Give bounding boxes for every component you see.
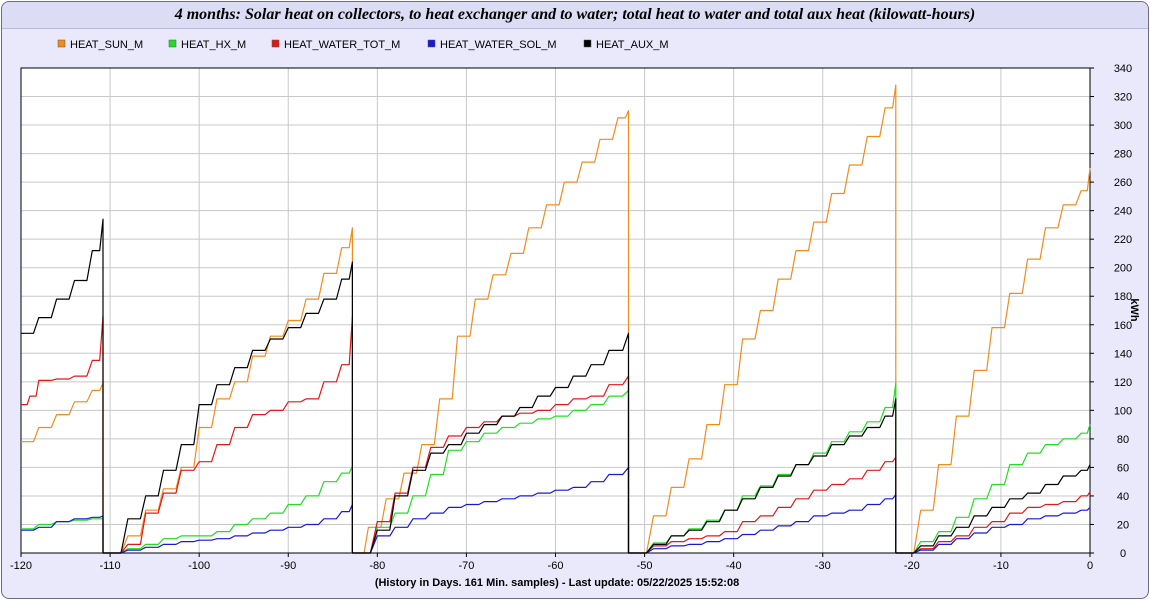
y-tick-label: 220 [1114,234,1132,246]
plot-border [20,67,1091,554]
legend-swatch [583,39,592,48]
x-tick-label: -40 [726,560,742,572]
x-tick-label: -60 [548,560,564,572]
x-tick-label: -50 [637,560,653,572]
legend-item: HEAT_WATER_TOT_M [271,39,400,51]
y-tick-label: 60 [1117,462,1129,474]
series-heat-aux-m [21,218,1091,554]
x-tick-label: -70 [458,560,474,572]
x-tick-label: -100 [188,560,210,572]
y-tick-label: 300 [1114,120,1132,132]
y-tick-label: 200 [1114,263,1132,275]
legend-label: HEAT_HX_M [181,39,246,51]
x-axis-title: (History in Days. 161 Min. samples) - La… [375,577,739,589]
x-tick-label: 0 [1087,560,1093,572]
y-tick-label: 280 [1114,149,1132,161]
x-tick-label: -10 [993,560,1009,572]
x-tick-label: -90 [280,560,296,572]
legend-label: HEAT_SUN_M [70,39,143,51]
legend-label: HEAT_WATER_SOL_M [440,39,557,51]
y-tick-label: 180 [1114,291,1132,303]
legend-item: HEAT_AUX_M [583,39,669,51]
y-tick-label: 100 [1114,405,1132,417]
legend-swatch [271,39,280,48]
y-tick-label: 20 [1117,519,1129,531]
y-tick-label: 80 [1117,434,1129,446]
x-tick-label: -30 [815,560,831,572]
x-tick-label: -110 [99,560,120,572]
series-line [21,218,1091,554]
y-tick-label: 140 [1114,348,1132,360]
legend-swatch [168,39,177,48]
chart-title: 4 months: Solar heat on collectors, to h… [174,6,976,23]
y-tick-label: 0 [1120,548,1126,560]
y-tick-label: 40 [1117,491,1129,503]
legend-item: HEAT_HX_M [168,39,246,51]
legend-label: HEAT_WATER_TOT_M [284,39,400,51]
legend-item: HEAT_WATER_SOL_M [427,39,557,51]
legend-label: HEAT_AUX_M [596,39,669,51]
legend-item: HEAT_SUN_M [57,39,143,51]
x-tick-label: -120 [10,560,32,572]
legend-swatch [57,39,66,48]
y-tick-label: 240 [1114,206,1132,218]
y-axis-title: kWh [1128,298,1140,322]
title-bar: 4 months: Solar heat on collectors, to h… [2,2,1148,29]
legend-swatch [427,39,436,48]
y-tick-label: 160 [1114,320,1132,332]
y-tick-label: 320 [1114,92,1132,104]
x-tick-label: -20 [904,560,920,572]
y-tick-label: 260 [1114,177,1132,189]
y-tick-label: 340 [1114,63,1132,75]
x-tick-label: -80 [369,560,385,572]
y-tick-label: 120 [1114,377,1132,389]
